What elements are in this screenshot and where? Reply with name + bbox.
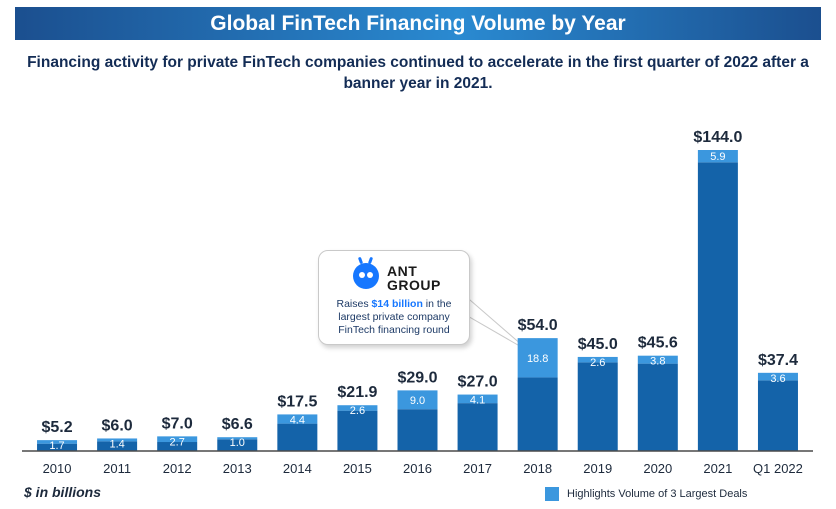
- segment-value-label: 2.7: [170, 436, 185, 448]
- total-value-label: $37.4: [758, 352, 798, 369]
- x-tick-label: 2012: [163, 461, 192, 476]
- bar-top-deals-2018: [517, 338, 558, 378]
- x-tick-label: 2010: [43, 461, 72, 476]
- x-tick-label: 2011: [103, 461, 131, 476]
- segment-value-label: 5.9: [710, 151, 725, 163]
- bar-base-2019: [577, 362, 618, 451]
- ant-group-wordmark: ANT GROUP: [387, 263, 441, 293]
- segment-value-label: 1.4: [109, 438, 124, 450]
- x-tick-label: 2021: [703, 461, 732, 476]
- bar-top-deals-2012: [157, 436, 198, 443]
- segment-value-label: 3.8: [650, 356, 665, 368]
- bar-base-2021: [697, 162, 738, 451]
- bar-top-deals-2014: [277, 414, 318, 424]
- bar-top-deals-2010: [37, 440, 78, 444]
- legend: Highlights Volume of 3 Largest Deals: [545, 487, 747, 501]
- bar-top-deals-2020: [637, 355, 678, 364]
- x-tick-label: 2016: [403, 461, 432, 476]
- bar-base-2012: [157, 442, 198, 451]
- bar-top-deals-2019: [577, 356, 618, 363]
- x-tick-label: 2015: [343, 461, 372, 476]
- callout-text: Raises $14 billion in the largest privat…: [336, 298, 452, 336]
- x-tick-label: 2019: [583, 461, 612, 476]
- total-value-label: $6.6: [222, 416, 253, 433]
- total-value-label: $21.9: [337, 384, 377, 401]
- total-value-label: $45.6: [638, 335, 678, 352]
- bar-top-deals-2011: [97, 438, 138, 442]
- total-value-label: $17.5: [277, 393, 317, 410]
- x-tick-label: 2018: [523, 461, 552, 476]
- bar-top-deals-2017: [457, 394, 498, 404]
- callout-highlight: $14 billion: [371, 298, 423, 310]
- total-value-label: $5.2: [41, 419, 72, 436]
- segment-value-label: 2.6: [590, 357, 605, 369]
- segment-value-label: 4.4: [290, 414, 305, 426]
- ant-mascot-icon: [353, 263, 379, 289]
- chart-title-banner: Global FinTech Financing Volume by Year: [15, 7, 821, 40]
- segment-value-label: 4.1: [470, 395, 485, 407]
- ant-group-callout: ANT GROUP Raises $14 billion in the larg…: [318, 250, 470, 345]
- x-tick-label: 2013: [223, 461, 252, 476]
- bar-base-2017: [457, 403, 498, 451]
- bar-top-deals-2013: [217, 437, 258, 440]
- x-tick-label: 2020: [643, 461, 672, 476]
- total-value-label: $29.0: [397, 369, 437, 386]
- bar-base-2014: [277, 423, 318, 451]
- bar-base-2016: [397, 409, 438, 451]
- bar-base-Q1-2022: [757, 380, 798, 451]
- total-value-label: $144.0: [693, 129, 742, 146]
- segment-value-label: 3.6: [770, 373, 785, 385]
- bar-base-2011: [97, 441, 138, 451]
- total-value-label: $27.0: [458, 374, 498, 391]
- chart-subtitle: Financing activity for private FinTech c…: [27, 54, 809, 92]
- segment-value-label: 1.7: [49, 440, 64, 452]
- ant-group-logo: ANT GROUP: [349, 259, 449, 299]
- bar-base-2010: [37, 443, 78, 451]
- x-tick-label: 2014: [283, 461, 312, 476]
- segment-value-label: 2.6: [350, 405, 365, 417]
- x-tick-label: 2017: [463, 461, 492, 476]
- segment-value-label: 9.0: [410, 395, 425, 407]
- bar-base-2020: [637, 363, 678, 451]
- bar-top-deals-2015: [337, 405, 378, 411]
- bar-base-2013: [217, 439, 258, 451]
- segment-value-label: 1.0: [230, 437, 245, 449]
- bar-base-2015: [337, 410, 378, 451]
- total-value-label: $54.0: [518, 317, 558, 334]
- bar-base-2018: [517, 377, 558, 451]
- segment-value-label: 18.8: [527, 353, 548, 365]
- x-tick-label: Q1 2022: [753, 461, 803, 476]
- total-value-label: $6.0: [102, 417, 133, 434]
- bar-top-deals-2016: [397, 390, 438, 410]
- units-note: $ in billions: [24, 484, 102, 500]
- total-value-label: $45.0: [578, 336, 618, 353]
- bar-top-deals-Q1-2022: [757, 372, 798, 381]
- legend-label: Highlights Volume of 3 Largest Deals: [567, 488, 748, 500]
- legend-swatch: [545, 487, 559, 501]
- total-value-label: $7.0: [162, 415, 193, 432]
- bar-top-deals-2021: [697, 150, 738, 163]
